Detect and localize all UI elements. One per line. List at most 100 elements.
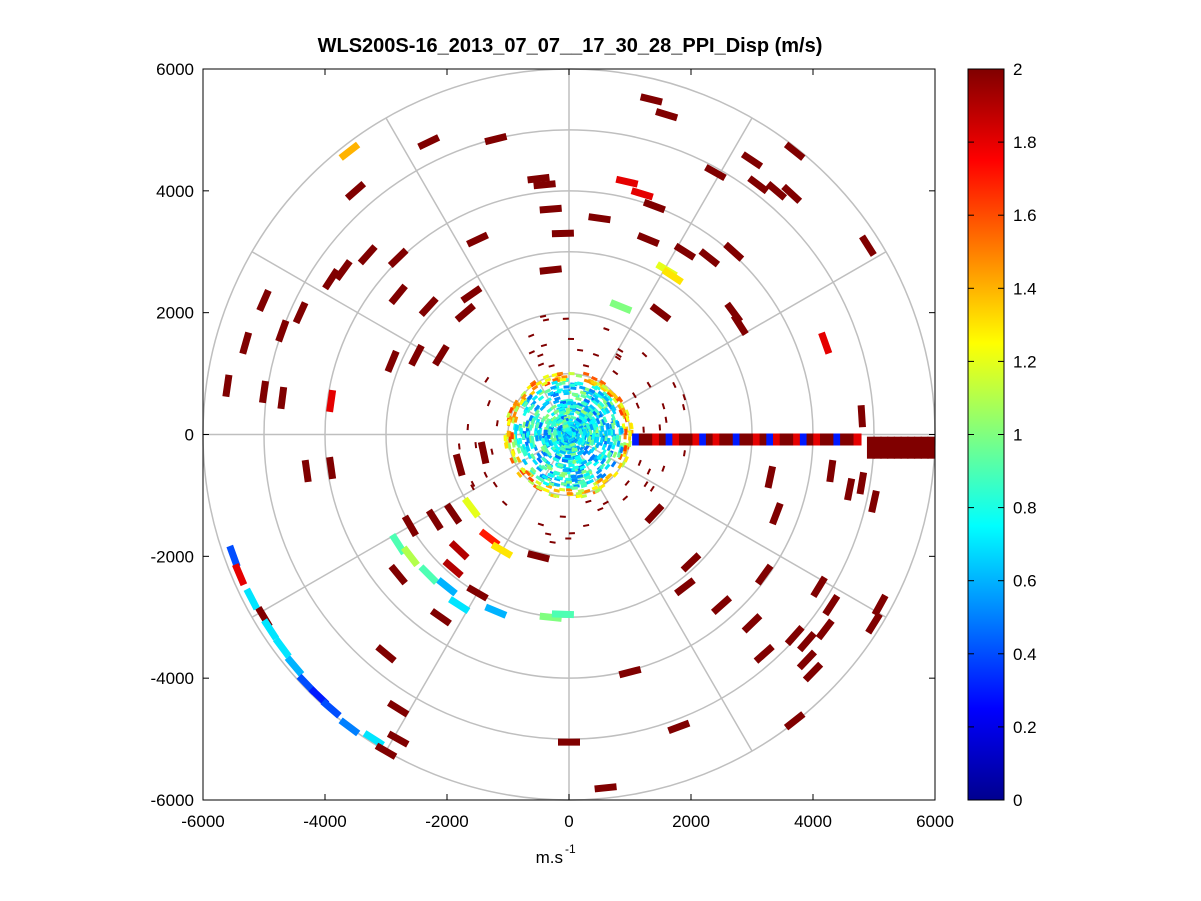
data-cell (539, 204, 562, 214)
center-cell (520, 390, 527, 398)
data-cell (655, 108, 679, 122)
center-cell (553, 408, 560, 415)
data-cell (630, 187, 654, 201)
center-cell (583, 472, 590, 478)
ring-cell (528, 333, 535, 338)
data-cell (844, 477, 856, 501)
data-cell (401, 514, 419, 538)
data-cell (418, 564, 439, 585)
center-cell (552, 457, 560, 463)
center-cell (536, 456, 543, 464)
beam-cell (907, 436, 916, 459)
data-cell (425, 508, 444, 531)
data-cell (815, 618, 835, 641)
data-cell (781, 183, 803, 204)
data-cell (826, 459, 837, 483)
center-cell (554, 396, 561, 402)
beam-cell (699, 433, 708, 446)
center-cell (620, 427, 624, 434)
center-cell (541, 456, 548, 464)
center-cell (556, 475, 563, 481)
beam-cell (793, 433, 802, 446)
ring-cell (540, 343, 548, 348)
data-cell (741, 613, 763, 634)
center-cell (508, 406, 514, 414)
center-cell (585, 394, 593, 400)
beam-cell (759, 433, 768, 446)
data-cell (764, 465, 777, 489)
center-cell (522, 409, 528, 417)
center-cell (561, 403, 568, 408)
center-cell (594, 384, 601, 391)
ring-cell (490, 448, 494, 455)
center-cell (562, 423, 569, 429)
ring-cell (501, 500, 508, 507)
center-cell (519, 427, 523, 435)
center-cell (542, 481, 550, 487)
center-cell (547, 390, 555, 397)
center-cell (528, 424, 533, 431)
center-cell (552, 392, 560, 398)
beam-cell (652, 433, 661, 446)
data-cell (730, 313, 749, 336)
center-cell (552, 399, 560, 405)
center-cell (558, 410, 566, 415)
ring-cell (537, 362, 545, 367)
center-cell (623, 444, 628, 452)
center-cell (510, 450, 516, 458)
center-cell (597, 390, 605, 397)
radial-spoke (385, 117, 570, 435)
beam-cell (752, 433, 761, 446)
center-cell (575, 417, 583, 424)
beam-cell (679, 433, 688, 446)
beam-cell (773, 433, 782, 446)
center-cell (612, 471, 619, 478)
center-cell (546, 465, 554, 472)
data-cell (822, 593, 841, 617)
ring-cell (537, 522, 544, 527)
beam-cell (819, 433, 828, 446)
beam-cell (658, 433, 667, 446)
center-cell (565, 480, 572, 484)
center-cell (511, 441, 516, 448)
data-cell (388, 283, 408, 306)
center-cell (561, 375, 568, 379)
beam-cell (866, 436, 875, 459)
data-cell (272, 636, 292, 659)
ring-cell (483, 471, 488, 478)
center-cell (607, 451, 613, 459)
center-cell (542, 374, 550, 380)
data-cell (277, 386, 288, 410)
center-cell (521, 433, 526, 440)
colorbar-tick-label: 1.8 (1013, 133, 1037, 152)
ring-cell (631, 392, 637, 399)
center-cell (535, 435, 539, 442)
center-cell (628, 430, 632, 437)
center-cell (558, 412, 565, 418)
beam-cell (719, 433, 728, 446)
beam-cell (813, 433, 822, 446)
center-cell (592, 399, 599, 406)
center-cell (587, 406, 594, 413)
beam-cell (712, 433, 721, 446)
data-cell (454, 302, 476, 323)
data-cell (723, 241, 745, 262)
data-cell (615, 175, 639, 188)
center-cell (592, 460, 600, 467)
beam-cell (705, 433, 714, 446)
data-cell (460, 285, 483, 304)
data-cell (344, 180, 367, 201)
center-cell (583, 398, 591, 404)
center-cell (606, 395, 613, 402)
center-cell (566, 460, 574, 464)
data-cell (594, 783, 617, 793)
center-cell (533, 409, 540, 417)
center-cell (587, 478, 595, 485)
beam-cell (685, 433, 694, 446)
beam-cell (732, 433, 741, 446)
center-cell (557, 430, 562, 437)
center-cell (588, 428, 593, 436)
center-cell (538, 422, 543, 429)
center-cell (551, 380, 558, 385)
ring-cell (637, 459, 642, 467)
